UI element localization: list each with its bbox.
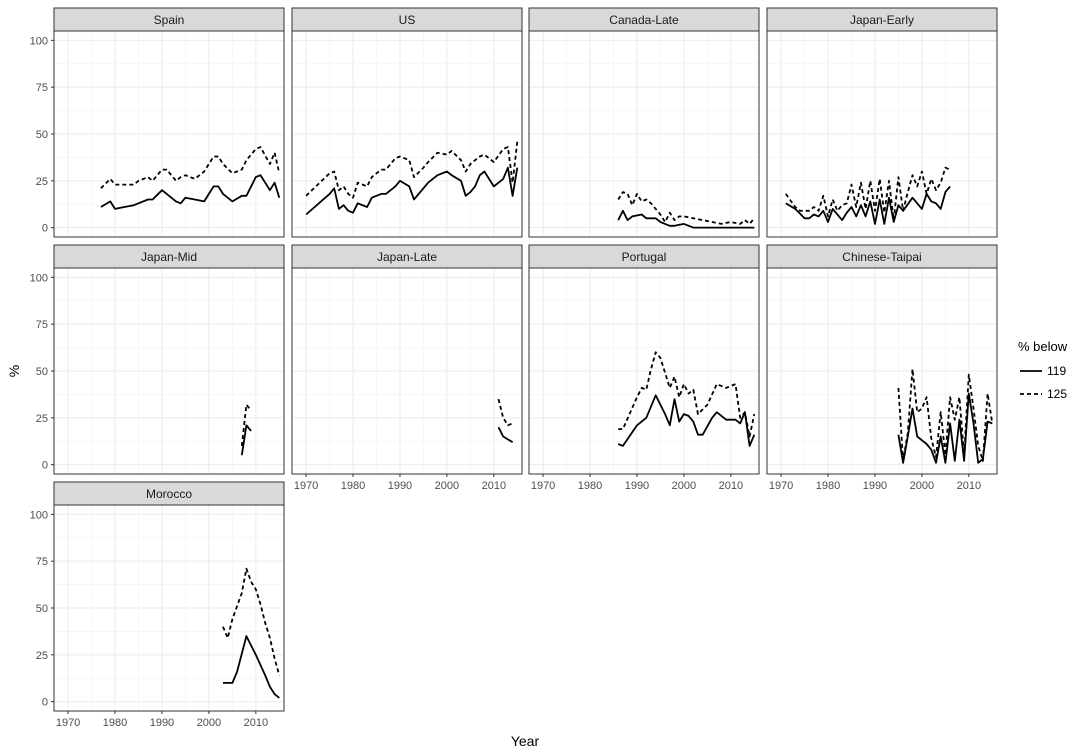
y-tick-label: 0	[42, 223, 48, 235]
strip-label-japan-mid: Japan-Mid	[141, 250, 197, 264]
x-tick-label: 2000	[435, 480, 459, 492]
y-tick-label: 50	[36, 603, 48, 615]
series-line-canada-late-119	[617, 209, 755, 229]
series-line-portugal-125	[618, 351, 756, 438]
x-tick-label: 2010	[719, 480, 743, 492]
y-tick-label: 100	[30, 509, 48, 521]
panel-chinese-taipai: Chinese-Taipai 1970 1980 1990 2000 2010	[766, 244, 998, 492]
x-tick-label: 1990	[150, 717, 174, 729]
panel-morocco: Morocco 0 25 50 75 100 1970 1980 1990 2000 2010	[30, 481, 285, 729]
y-tick-label: 25	[36, 176, 48, 188]
panel-us: US	[291, 7, 523, 238]
strip-label-spain: Spain	[154, 13, 185, 27]
x-tick-label: 1970	[531, 480, 555, 492]
y-tick-label: 25	[36, 650, 48, 662]
strip-label-chinese-taipai: Chinese-Taipai	[842, 250, 921, 264]
x-tick-label: 2010	[482, 480, 506, 492]
panel-spain: Spain 0 25 50 75 100	[30, 7, 285, 238]
legend: % below 119 125	[1018, 339, 1068, 401]
panel-border	[766, 30, 998, 238]
panels-layer: Spain 0 25 50 75 100 US Canada-Late Japan-Early J…	[30, 7, 998, 729]
panel-portugal: Portugal 1970 1980 1990 2000 2010	[528, 244, 760, 492]
legend-title: % below	[1018, 339, 1068, 354]
panel-border	[291, 267, 523, 475]
x-tick-label: 1990	[863, 480, 887, 492]
y-tick-label: 75	[36, 556, 48, 568]
panel-border	[291, 30, 523, 238]
y-tick-label: 25	[36, 413, 48, 425]
legend-label-119: 119	[1047, 364, 1066, 378]
strip-label-canada-late: Canada-Late	[609, 13, 679, 27]
strip-label-morocco: Morocco	[146, 487, 192, 501]
series-line-chinese-taipai-119	[897, 392, 993, 464]
y-tick-label: 0	[42, 460, 48, 472]
x-tick-label: 2010	[957, 480, 981, 492]
x-tick-label: 1980	[103, 717, 127, 729]
series-line-us-119	[305, 166, 519, 216]
strip-label-us: US	[399, 13, 416, 27]
x-axis-title: Year	[511, 733, 540, 749]
panel-japan-late: Japan-Late 1970 1980 1990 2000 2010	[291, 244, 523, 492]
y-axis-title: %	[6, 365, 22, 377]
panel-canada-late: Canada-Late	[528, 7, 760, 238]
y-tick-label: 75	[36, 319, 48, 331]
x-tick-label: 1980	[341, 480, 365, 492]
x-tick-label: 2000	[197, 717, 221, 729]
x-tick-label: 2000	[910, 480, 934, 492]
series-line-spain-119	[100, 174, 281, 210]
strip-label-portugal: Portugal	[622, 250, 667, 264]
x-tick-label: 1970	[294, 480, 318, 492]
panel-border	[528, 267, 760, 475]
series-line-canada-late-125	[617, 191, 755, 225]
panel-japan-early: Japan-Early	[766, 7, 998, 238]
x-tick-label: 1980	[816, 480, 840, 492]
strip-label-japan-early: Japan-Early	[850, 13, 914, 27]
y-tick-label: 75	[36, 82, 48, 94]
panel-japan-mid: Japan-Mid 0 25 50 75 100	[30, 244, 285, 475]
x-tick-label: 2010	[244, 717, 268, 729]
x-tick-label: 1970	[769, 480, 793, 492]
series-line-spain-125	[100, 146, 281, 189]
y-tick-label: 50	[36, 129, 48, 141]
series-line-japan-early-125	[785, 166, 951, 222]
y-tick-label: 50	[36, 366, 48, 378]
panel-border	[528, 30, 760, 238]
panel-border	[766, 267, 998, 475]
x-tick-label: 1990	[388, 480, 412, 492]
x-tick-label: 2000	[672, 480, 696, 492]
y-tick-label: 100	[30, 272, 48, 284]
series-line-morocco-125	[222, 567, 281, 676]
legend-label-125: 125	[1047, 387, 1067, 401]
strip-label-japan-late: Japan-Late	[377, 250, 437, 264]
series-line-japan-late-125	[497, 398, 513, 427]
x-tick-label: 1980	[578, 480, 602, 492]
series-line-morocco-119	[223, 635, 280, 699]
series-line-japan-mid-119	[240, 424, 252, 456]
series-line-japan-late-119	[497, 426, 514, 443]
y-tick-label: 100	[30, 35, 48, 47]
y-tick-label: 0	[42, 697, 48, 709]
series-line-us-125	[305, 141, 519, 199]
series-line-portugal-119	[617, 394, 756, 447]
x-tick-label: 1970	[56, 717, 80, 729]
x-tick-label: 1990	[625, 480, 649, 492]
